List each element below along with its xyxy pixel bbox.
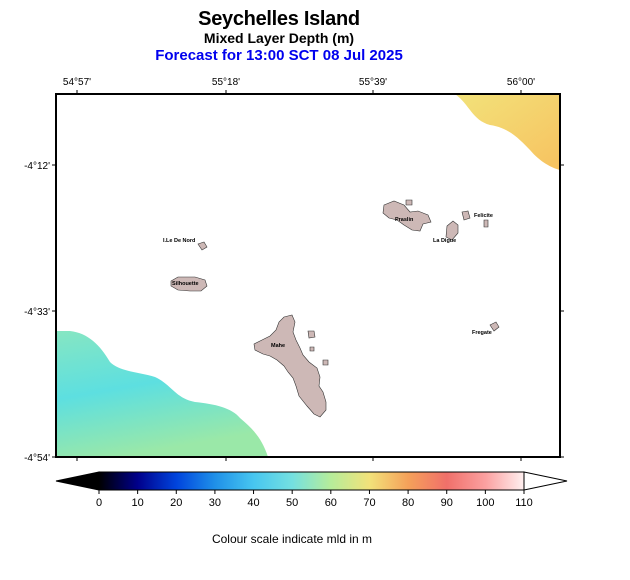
colorbar-tick-label: 60 <box>325 497 337 509</box>
islet-curieuse <box>405 199 413 206</box>
colorbar: 0 10 20 30 40 50 60 70 80 90 100 110 <box>55 471 568 509</box>
lon-label: 54°57' <box>63 77 91 88</box>
island-label: Praslin <box>395 217 414 223</box>
colorbar-tick-label: 70 <box>363 497 375 509</box>
colorbar-tick-label: 100 <box>476 497 494 509</box>
island-fregate <box>489 321 500 332</box>
map-subtitle: Mixed Layer Depth (m) <box>203 30 355 46</box>
islet-marianne <box>483 219 489 228</box>
lon-label: 55°18' <box>212 77 240 88</box>
island-label: La Digue <box>433 238 456 244</box>
island-label: Mahe <box>271 343 285 349</box>
mld-patch-bottom-left <box>56 331 268 457</box>
island-mahe <box>253 314 327 418</box>
lat-label: -4°54' <box>24 453 50 464</box>
colorbar-tick-label: 30 <box>209 497 221 509</box>
island-silhouette <box>170 276 208 292</box>
island-label: I.Le De Nord <box>163 238 195 244</box>
colorbar-tick-label: 0 <box>96 497 102 509</box>
colorbar-tick-label: 10 <box>132 497 144 509</box>
map-frame <box>55 93 561 458</box>
colorbar-tick-label: 20 <box>170 497 182 509</box>
island-felicite <box>461 210 471 221</box>
colorbar-tick-label: 110 <box>515 497 533 509</box>
island-praslin <box>382 200 432 232</box>
island-label: Fregate <box>472 330 492 336</box>
islet-mahe-east <box>322 359 329 366</box>
lon-label: 56°00' <box>507 77 535 88</box>
colorbar-tick-label: 40 <box>247 497 259 509</box>
lat-label: -4°33' <box>24 307 50 318</box>
colorbar-gradient <box>98 471 525 491</box>
colorbar-caption: Colour scale indicate mld in m <box>212 532 372 546</box>
colorbar-tick-label: 50 <box>286 497 298 509</box>
map-title: Seychelles Island <box>198 8 360 30</box>
lon-label: 55°39' <box>359 77 387 88</box>
colorbar-under-arrow <box>55 471 100 491</box>
colorbar-tick-label: 90 <box>441 497 453 509</box>
colorbar-tick-label: 80 <box>402 497 414 509</box>
forecast-time: Forecast for 13:00 SCT 08 Jul 2025 <box>155 47 403 64</box>
colorbar-over-arrow <box>523 471 568 491</box>
island-label: Felicite <box>474 213 493 219</box>
islet-mahe-north <box>307 330 316 339</box>
island-la-digue <box>445 220 459 241</box>
lat-label: -4°12' <box>24 161 50 172</box>
islet-north-island <box>197 241 208 251</box>
mld-patch-top-right <box>455 94 560 170</box>
island-label: Silhouette <box>172 281 199 287</box>
islet-mahe-east2 <box>309 346 315 352</box>
